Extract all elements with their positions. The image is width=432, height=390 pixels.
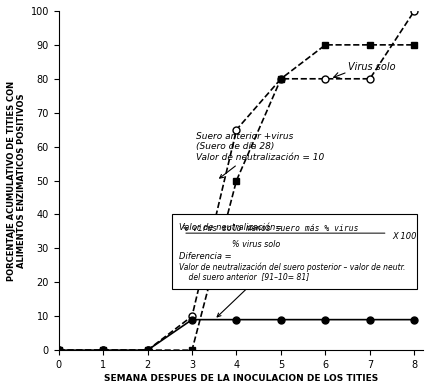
Text: Valor de neutralización=: Valor de neutralización=: [179, 223, 282, 232]
Text: Virus solo: Virus solo: [348, 62, 395, 72]
Text: % virus solo menos suero más % virus: % virus solo menos suero más % virus: [183, 224, 359, 233]
Text: X 100': X 100': [392, 232, 419, 241]
Text: Valor de neutralización del suero posterior – valor de neutr.: Valor de neutralización del suero poster…: [179, 262, 405, 272]
Y-axis label: PORCENTAJE ACUMULATIVO DE TITIES CON
ALIMENTOS ENZIMATICOS POSITIVOS: PORCENTAJE ACUMULATIVO DE TITIES CON ALI…: [7, 80, 26, 281]
Text: Suero posterior + virus
(sueros día 45+112)
Valor de neutr. = 91: Suero posterior + virus (sueros día 45+1…: [216, 252, 321, 317]
Text: del suero anterior  [91–10= 81]: del suero anterior [91–10= 81]: [179, 272, 309, 281]
FancyBboxPatch shape: [172, 215, 416, 289]
Text: % virus solo: % virus solo: [232, 240, 280, 249]
Text: Suero anterior +virus
(Suero de día 28)
Valor de neutralización = 10: Suero anterior +virus (Suero de día 28) …: [197, 132, 325, 178]
Text: Diferencia =: Diferencia =: [179, 252, 231, 261]
X-axis label: SEMANA DESPUES DE LA INOCULACION DE LOS TITIES: SEMANA DESPUES DE LA INOCULACION DE LOS …: [104, 374, 378, 383]
